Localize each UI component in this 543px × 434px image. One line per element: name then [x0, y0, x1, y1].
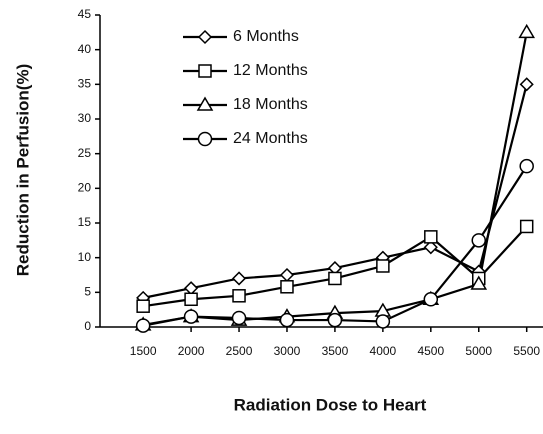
point [424, 230, 438, 244]
legend-label: 12 Months [233, 62, 308, 79]
y-tick-label: 5 [84, 285, 91, 299]
y-tick-label: 10 [78, 250, 92, 264]
point [183, 309, 199, 324]
point [279, 267, 295, 283]
x-tick-label: 4500 [417, 344, 444, 358]
legend-label: 18 Months [233, 96, 308, 113]
point [423, 292, 439, 307]
y-tick-label: 35 [78, 77, 92, 91]
legend-label: 24 Months [233, 130, 308, 147]
series-line [142, 165, 528, 327]
point [184, 281, 199, 296]
legend-marker [196, 96, 214, 111]
legend-marker [197, 29, 213, 45]
point [375, 314, 391, 329]
x-tick-label: 1500 [130, 344, 157, 358]
x-tick-label: 3000 [274, 344, 301, 358]
point [135, 318, 151, 333]
y-tick-label: 45 [78, 7, 92, 21]
y-tick-label: 40 [78, 42, 92, 56]
point [519, 158, 534, 174]
point [470, 275, 488, 290]
point [232, 289, 246, 303]
point [280, 280, 294, 294]
point [279, 312, 295, 328]
x-tick-label: 5500 [513, 344, 540, 358]
x-tick-label: 5000 [465, 344, 492, 358]
x-tick-label: 4000 [370, 344, 397, 358]
point [231, 310, 247, 326]
point [471, 233, 487, 248]
point [184, 292, 198, 307]
point [328, 271, 342, 286]
point [136, 299, 150, 313]
y-tick-label: 20 [78, 181, 92, 195]
point [519, 77, 534, 92]
y-tick-label: 0 [84, 319, 91, 333]
legend-marker [198, 64, 212, 78]
y-tick-label: 25 [78, 146, 92, 160]
x-tick-label: 2500 [226, 344, 253, 358]
point [518, 23, 536, 39]
x-tick-label: 3500 [322, 344, 349, 358]
legend-label: 6 Months [233, 28, 299, 45]
point [327, 312, 343, 328]
y-tick-label: 15 [78, 215, 92, 229]
point [423, 240, 438, 255]
point [519, 219, 534, 234]
legend-marker [197, 131, 213, 147]
x-tick-label: 2000 [178, 344, 205, 358]
point [231, 271, 247, 286]
x-axis-title: Radiation Dose to Heart [234, 395, 427, 414]
point [376, 259, 390, 273]
y-tick-label: 30 [78, 111, 92, 125]
y-axis-title: Reduction in Perfusion(%) [13, 64, 32, 277]
